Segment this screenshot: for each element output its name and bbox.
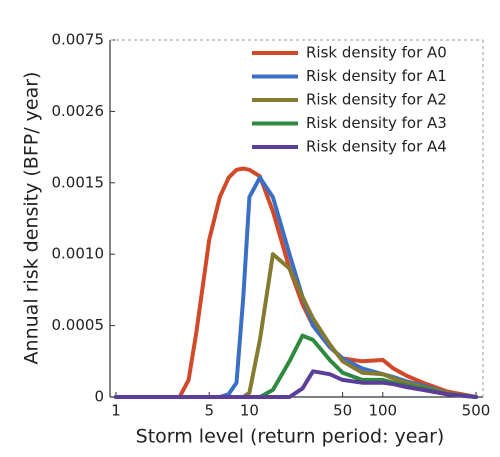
x-tick-label: 100	[368, 402, 397, 420]
y-tick-label: 0.0005	[52, 316, 105, 334]
y-tick-label: 0.0026	[52, 102, 105, 120]
y-axis-label: Annual risk density (BFP/ year)	[21, 72, 43, 365]
y-tick-label: 0	[94, 388, 104, 406]
legend-label: Risk density for A3	[306, 114, 447, 132]
x-axis-label: Storm level (return period: year)	[136, 426, 445, 448]
x-tick-label: 500	[462, 402, 491, 420]
x-tick-label: 10	[240, 402, 259, 420]
x-tick-label: 50	[333, 402, 352, 420]
legend-label: Risk density for A4	[306, 138, 447, 156]
legend-label: Risk density for A2	[306, 91, 447, 109]
y-tick-label: 0.0010	[52, 245, 105, 263]
y-tick-label: 0.0075	[52, 31, 105, 49]
x-tick-label: 1	[111, 402, 121, 420]
legend-label: Risk density for A1	[306, 67, 447, 85]
y-tick-label: 0.0015	[52, 173, 105, 191]
x-tick-label: 5	[204, 402, 214, 420]
legend-label: Risk density for A0	[306, 44, 447, 62]
data-line	[114, 166, 478, 399]
data-line	[114, 369, 478, 399]
